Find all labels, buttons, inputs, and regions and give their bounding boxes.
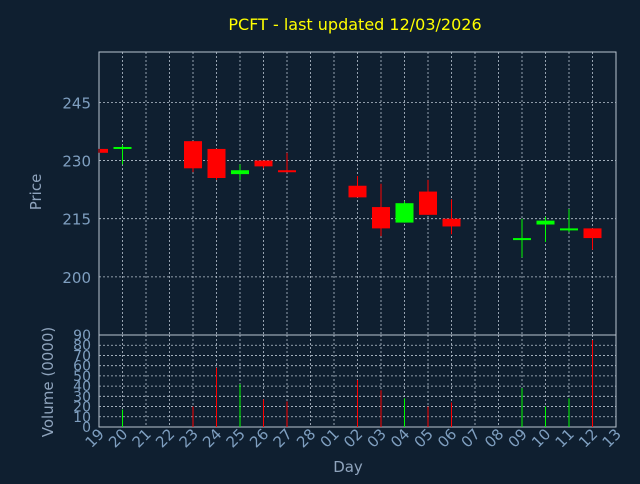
candle-body	[113, 146, 132, 149]
candle-body	[184, 141, 202, 169]
x-tick-label: 24	[199, 425, 225, 451]
price-tick-label: 200	[62, 269, 91, 287]
x-tick-label: 20	[105, 425, 131, 451]
candle-body	[207, 148, 226, 178]
candle-body	[536, 220, 555, 225]
volume-tick-label: 0	[82, 420, 91, 436]
candle-body	[395, 203, 414, 223]
candle-body	[560, 228, 578, 231]
x-tick-label: 26	[246, 425, 272, 451]
volume-tick-label: 80	[73, 338, 91, 354]
chart-title: PCFT - last updated 12/03/2026	[228, 15, 481, 34]
candle-body	[231, 170, 249, 175]
x-tick-label: 09	[505, 425, 531, 451]
volume-tick-label: 70	[73, 348, 91, 364]
candle-body	[442, 218, 461, 227]
x-tick-label: 10	[528, 425, 554, 451]
x-tick-label: 02	[340, 425, 366, 451]
candle-body	[278, 170, 296, 173]
candle-body	[100, 148, 108, 153]
price-axis-label: Price	[27, 174, 45, 211]
candle-body	[348, 185, 367, 198]
candle-body	[583, 228, 602, 239]
price-tick-label: 215	[62, 211, 91, 229]
candle-body	[372, 207, 390, 229]
candle-body	[419, 191, 437, 215]
x-tick-label: 21	[129, 425, 155, 451]
volume-axis-label: Volume (0000)	[39, 327, 57, 437]
x-tick-label: 04	[387, 425, 413, 451]
x-tick-label: 01	[317, 425, 343, 451]
x-tick-label: 05	[411, 425, 437, 451]
price-tick-label: 230	[62, 153, 91, 171]
x-tick-label: 06	[434, 425, 460, 451]
x-axis-label: Day	[333, 458, 363, 476]
x-tick-label: 23	[176, 425, 202, 451]
x-tick-label: 12	[575, 425, 601, 451]
price-panel: 200 215 230 245	[62, 51, 617, 336]
volume-tick-label: 30	[73, 389, 91, 405]
x-tick-label: 22	[152, 425, 178, 451]
x-tick-label: 13	[599, 425, 625, 451]
volume-tick-label: 40	[73, 379, 91, 395]
volume-tick-label: 90	[73, 328, 91, 344]
volume-tick-label: 20	[73, 400, 91, 416]
price-tick-label: 245	[62, 94, 91, 112]
volume-tick-label: 10	[73, 410, 91, 426]
x-tick-label: 28	[293, 425, 319, 451]
x-tick-label: 25	[223, 425, 249, 451]
x-tick-label: 08	[481, 425, 507, 451]
x-axis-ticks: 1920212223242526272801020304050607080910…	[82, 425, 625, 451]
volume-tick-label: 50	[73, 369, 91, 385]
x-tick-label: 11	[552, 425, 578, 451]
volume-tick-label: 60	[73, 359, 91, 375]
candle-body	[254, 160, 273, 167]
candle-body	[513, 238, 531, 241]
x-tick-label: 03	[364, 425, 390, 451]
x-tick-label: 07	[458, 425, 484, 451]
x-tick-label: 27	[270, 425, 296, 451]
